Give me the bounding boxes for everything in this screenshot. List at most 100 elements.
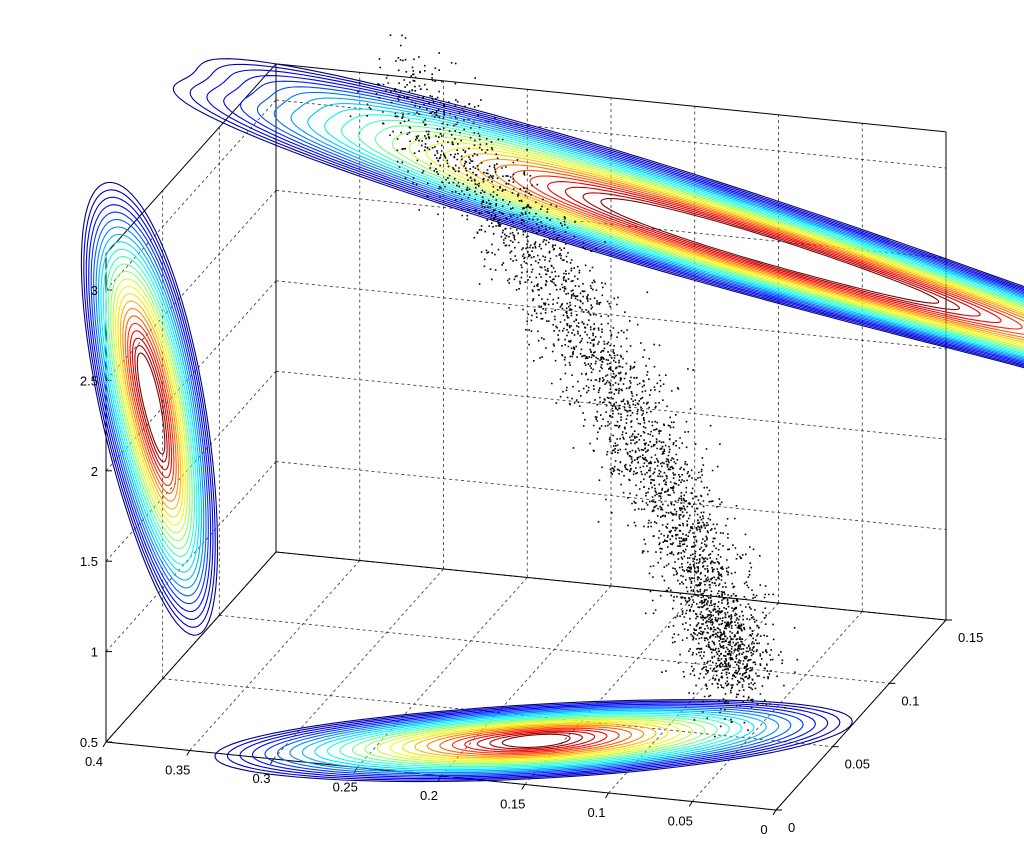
floor-grid-line — [189, 560, 361, 751]
floor-contour — [314, 711, 755, 771]
x-tick-label: 0.2 — [420, 788, 438, 803]
floor-contour — [376, 718, 694, 763]
z-tick-label: 3 — [91, 283, 98, 298]
wall-contour — [494, 164, 1024, 339]
wall-contour — [408, 136, 1024, 349]
side-contour — [136, 352, 166, 455]
floor-contour — [426, 724, 645, 757]
wall-contour — [206, 69, 1024, 366]
wall-contour — [240, 80, 1024, 363]
wall-grid-line — [105, 99, 277, 291]
x-tick-label: 0.4 — [85, 754, 103, 769]
side-contour — [134, 345, 168, 463]
x-tick-mark — [102, 741, 107, 748]
y-tick-label: 0.05 — [845, 757, 870, 772]
side-contour — [90, 211, 209, 605]
side-contour — [114, 285, 186, 526]
wall-contour — [357, 119, 1024, 353]
wall-grid-line — [275, 99, 947, 169]
y-tick-label: 0.15 — [958, 630, 983, 645]
floor-grid-line — [273, 568, 444, 760]
floor-contour — [239, 702, 829, 780]
floor-contour — [289, 708, 780, 774]
side-contour — [124, 315, 177, 494]
floor-contour — [226, 700, 841, 781]
side-contour — [110, 270, 191, 542]
wall-contour — [442, 147, 1024, 345]
floor-contour — [476, 730, 596, 751]
z-tick-label: 2 — [91, 464, 98, 479]
y-tick-label: 0 — [788, 820, 795, 835]
wall-contour — [290, 97, 1024, 359]
floor-contour — [464, 729, 608, 753]
side-contour — [129, 330, 173, 479]
wall-grid-line — [275, 280, 947, 350]
side-contour — [97, 233, 202, 581]
side-contour — [83, 189, 216, 628]
x-tick-mark — [605, 792, 609, 799]
side-contour — [100, 241, 200, 573]
floor-contour — [414, 723, 657, 759]
wall-contour — [273, 91, 1024, 361]
floor-contour — [251, 703, 816, 778]
axis-edge — [105, 551, 277, 743]
x-tick-label: 0.25 — [333, 780, 358, 795]
side-contour — [85, 196, 214, 620]
side-contour — [88, 204, 212, 613]
x-tick-label: 0.15 — [500, 797, 525, 812]
wall-grid-line — [275, 370, 947, 440]
wall-contour — [189, 63, 1024, 367]
floor-contour — [501, 733, 571, 748]
floor-contour — [439, 726, 632, 756]
wall-contour — [324, 108, 1024, 356]
wall-contour — [172, 58, 1024, 369]
wall-contour — [582, 192, 960, 311]
axis-edge — [775, 619, 947, 811]
floor-contour — [339, 714, 731, 768]
floor-grid-line — [440, 585, 612, 777]
side-contour — [93, 219, 207, 597]
side-contour — [80, 181, 219, 636]
side-contour — [112, 278, 189, 534]
side-contour — [131, 337, 170, 471]
wall-grid-line — [105, 190, 277, 381]
x-tick-label: 0.35 — [165, 763, 190, 778]
wall-contour — [340, 114, 1024, 355]
wall-contour — [460, 153, 1024, 343]
side-contour — [107, 263, 193, 550]
side-contour — [122, 307, 180, 502]
wall-contour — [529, 175, 1023, 330]
side-contour — [127, 322, 175, 487]
z-tick-label: 0.5 — [80, 735, 98, 750]
floor-contour — [276, 706, 792, 775]
x-tick-label: 0.3 — [252, 771, 270, 786]
wall-contour — [256, 86, 1024, 362]
z-tick-label: 1 — [91, 645, 98, 660]
wall-contour — [391, 130, 1024, 350]
wall-contour — [425, 141, 1024, 347]
tick-labels: 0.4 0.35 0.3 0.25 0.2 0.15 0.1 0.05 0 0 0.05 0.1 0.1… — [80, 283, 983, 837]
floor-contour — [451, 727, 620, 754]
wall-grid-line — [275, 461, 947, 530]
x-tick-label: 0.1 — [587, 805, 605, 820]
floor-contour — [301, 709, 767, 772]
x-tick-label: 0 — [760, 822, 767, 837]
floor-contour — [264, 705, 804, 777]
x-tick-mark — [521, 784, 526, 790]
floor-contour — [351, 715, 718, 766]
x-tick-mark — [772, 809, 777, 816]
z-tick-label: 1.5 — [80, 554, 98, 569]
z-tick-label: 2.5 — [80, 373, 98, 388]
x-tick-mark — [186, 750, 191, 756]
side-contour — [95, 226, 205, 589]
x-tick-label: 0.05 — [668, 814, 693, 829]
grid-lines — [105, 63, 947, 811]
x-tick-mark — [688, 801, 693, 807]
wall-contour — [547, 181, 1002, 324]
floor-contour — [401, 721, 669, 760]
wall-contour — [600, 198, 940, 304]
side-contour — [102, 248, 198, 565]
floor-contour — [214, 699, 853, 783]
y-tick-label: 0.1 — [901, 693, 919, 708]
